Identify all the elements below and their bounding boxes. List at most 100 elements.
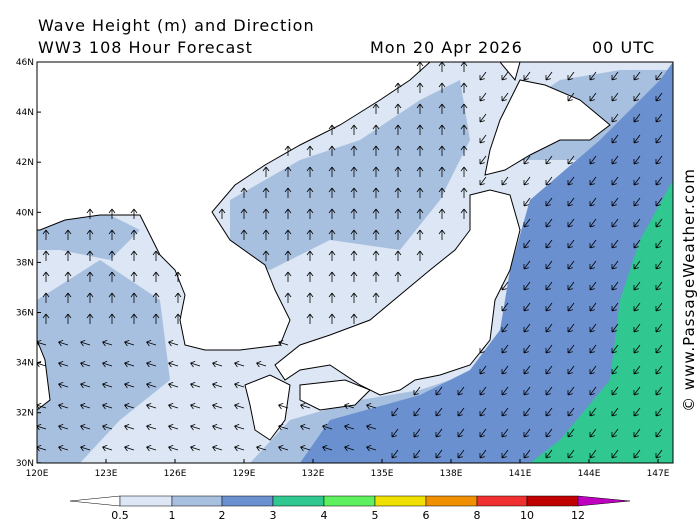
wave-arrow bbox=[413, 449, 421, 459]
wave-arrow bbox=[611, 71, 619, 81]
wave-arrow bbox=[457, 449, 465, 459]
wave-arrow bbox=[372, 124, 380, 135]
wave-arrow bbox=[130, 292, 138, 303]
wave-arrow bbox=[416, 82, 424, 93]
wave-arrow bbox=[655, 386, 663, 396]
wave-arrow bbox=[438, 166, 446, 177]
wave-arrow bbox=[545, 323, 553, 333]
wave-arrow bbox=[284, 187, 292, 198]
wave-arrow bbox=[655, 449, 663, 459]
lon-label: 120E bbox=[26, 469, 49, 479]
land bbox=[299, 379, 371, 411]
wave-arrow bbox=[567, 92, 575, 102]
wave-arrow bbox=[416, 145, 424, 156]
wave-arrow bbox=[523, 428, 531, 438]
wave-arrow bbox=[190, 361, 201, 368]
wave-arrow bbox=[86, 271, 94, 282]
wave-arrow bbox=[545, 218, 553, 228]
wave-arrow bbox=[284, 250, 292, 261]
wave-arrow bbox=[479, 155, 487, 165]
wave-arrow bbox=[394, 250, 402, 261]
wave-arrow bbox=[501, 428, 509, 438]
wave-arrow bbox=[523, 407, 531, 417]
wave-arrow bbox=[174, 313, 182, 324]
wave-arrow bbox=[589, 365, 597, 375]
wave-arrow bbox=[168, 445, 179, 452]
colorbar-label: 0.5 bbox=[111, 509, 129, 522]
wave-zone bbox=[300, 62, 673, 463]
wave-arrow bbox=[300, 424, 311, 431]
wave-arrow bbox=[545, 386, 553, 396]
wave-arrow bbox=[460, 62, 468, 72]
wave-arrow bbox=[501, 281, 509, 291]
model: WW3 108 Hour Forecast bbox=[38, 38, 253, 57]
wave-arrow bbox=[479, 386, 487, 396]
wave-arrow bbox=[567, 197, 575, 207]
wave-arrow bbox=[322, 445, 333, 452]
wave-arrow bbox=[633, 197, 641, 207]
wave-arrow bbox=[80, 382, 91, 389]
wave-arrow bbox=[124, 340, 135, 347]
wave-arrow bbox=[567, 281, 575, 291]
wave-arrow bbox=[416, 250, 424, 261]
wave-arrow bbox=[460, 145, 468, 156]
wave-arrow bbox=[589, 344, 597, 354]
wave-arrow bbox=[102, 382, 113, 389]
wave-arrow bbox=[545, 239, 553, 249]
wave-arrow bbox=[633, 428, 641, 438]
wave-arrow bbox=[372, 166, 380, 177]
colorbar-label: 2 bbox=[219, 509, 226, 522]
wave-arrow bbox=[190, 424, 201, 431]
colorbar-label: 4 bbox=[321, 509, 328, 522]
wave-arrow bbox=[633, 323, 641, 333]
wave-arrow bbox=[306, 313, 314, 324]
wave-arrow bbox=[391, 449, 399, 459]
wave-arrow bbox=[611, 239, 619, 249]
lon-label: 141E bbox=[509, 469, 532, 479]
wave-arrow bbox=[152, 313, 160, 324]
wave-arrow bbox=[438, 124, 446, 135]
wave-arrow bbox=[611, 323, 619, 333]
wave-arrow bbox=[190, 403, 201, 410]
wave-arrow bbox=[567, 71, 575, 81]
wave-arrow bbox=[328, 187, 336, 198]
wave-arrow bbox=[124, 424, 135, 431]
wave-arrow bbox=[372, 187, 380, 198]
wave-arrow bbox=[394, 187, 402, 198]
wave-arrow bbox=[146, 445, 157, 452]
wave-arrow bbox=[212, 403, 223, 410]
colorbar-label: 3 bbox=[270, 509, 277, 522]
wave-arrow bbox=[108, 292, 116, 303]
wave-arrow bbox=[611, 365, 619, 375]
wave-arrow bbox=[567, 302, 575, 312]
wave-arrow bbox=[523, 155, 531, 165]
colorbar-label: 6 bbox=[423, 509, 430, 522]
wave-arrow bbox=[306, 187, 314, 198]
wave-arrow bbox=[655, 71, 663, 81]
wave-arrow bbox=[372, 103, 380, 114]
wave-arrow bbox=[42, 229, 50, 240]
wave-arrow bbox=[611, 449, 619, 459]
wave-arrow bbox=[108, 229, 116, 240]
wave-arrow bbox=[42, 313, 50, 324]
wave-arrow bbox=[284, 229, 292, 240]
wave-arrow bbox=[240, 208, 248, 219]
wave-arrow bbox=[108, 208, 116, 219]
wave-arrow bbox=[80, 445, 91, 452]
wave-arrow bbox=[284, 145, 292, 156]
wave-arrow bbox=[416, 208, 424, 219]
wave-arrow bbox=[344, 445, 355, 452]
wave-arrow bbox=[611, 176, 619, 186]
wave-arrow bbox=[589, 92, 597, 102]
wave-arrow bbox=[545, 71, 553, 81]
wave-arrow bbox=[501, 344, 509, 354]
wave-arrow bbox=[501, 323, 509, 333]
wave-arrow bbox=[545, 449, 553, 459]
wave-arrow bbox=[350, 166, 358, 177]
wave-arrow bbox=[328, 250, 336, 261]
wave-arrow bbox=[633, 407, 641, 417]
lat-label: 46N bbox=[16, 58, 34, 68]
wave-arrow bbox=[633, 218, 641, 228]
